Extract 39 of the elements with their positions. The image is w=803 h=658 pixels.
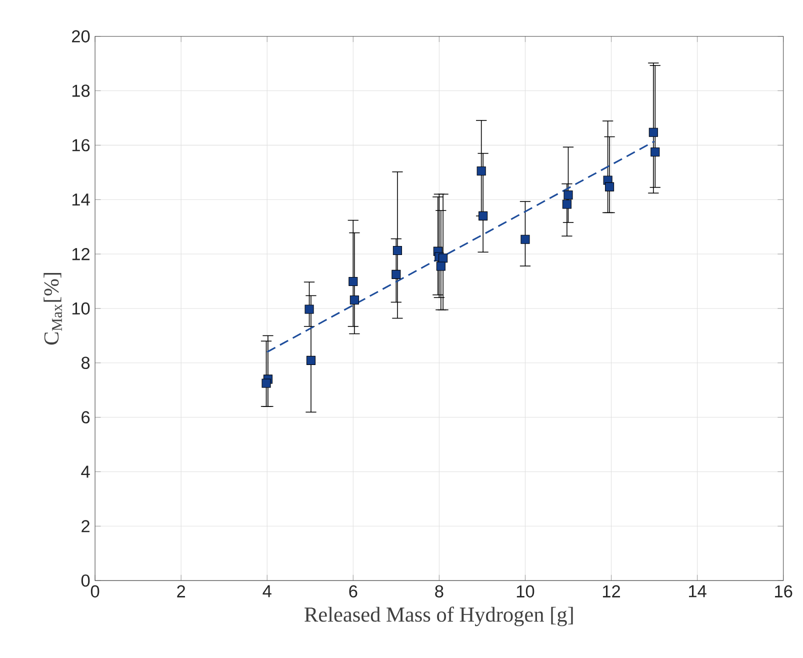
y-tick-label: 4 xyxy=(81,466,90,478)
point xyxy=(262,378,271,388)
point xyxy=(564,190,573,200)
point xyxy=(605,182,614,192)
point xyxy=(648,128,658,138)
x-axis-title: Released Mass of Hydrogen [g] xyxy=(304,606,573,626)
x-tick-label: 12 xyxy=(602,585,620,598)
point xyxy=(478,212,488,221)
y-tick-label: 0 xyxy=(81,574,90,587)
point xyxy=(392,270,401,280)
point xyxy=(306,356,316,366)
point xyxy=(304,304,314,314)
y-tick-label: 18 xyxy=(72,84,90,98)
point xyxy=(348,277,358,286)
x-tick-label: 14 xyxy=(688,585,706,598)
point xyxy=(392,246,402,256)
y-tick-label: 6 xyxy=(82,411,90,424)
x-tick-label: 8 xyxy=(435,585,444,598)
y-tick-label: 16 xyxy=(72,139,90,152)
y-tick-label: 12 xyxy=(72,248,90,260)
y-tick-label: 8 xyxy=(81,356,90,370)
y-tick-label: 2 xyxy=(82,520,90,532)
point xyxy=(438,254,448,263)
point xyxy=(350,296,359,305)
y-tick-label: 20 xyxy=(72,30,90,43)
point xyxy=(520,235,530,244)
point xyxy=(650,148,660,157)
y-tick-label: 14 xyxy=(72,194,90,206)
point xyxy=(476,166,486,176)
y-axis-title: C$_{Max}$[%] xyxy=(44,273,62,345)
x-tick-label: 16 xyxy=(775,585,792,598)
x-tick-label: 4 xyxy=(262,585,272,598)
x-tick-label: 10 xyxy=(516,585,534,598)
point xyxy=(562,200,572,209)
x-tick-label: 6 xyxy=(349,585,358,598)
x-tick-label: 2 xyxy=(177,585,186,598)
y-tick-label: 10 xyxy=(72,302,90,315)
point xyxy=(436,262,446,271)
x-tick-label: 0 xyxy=(90,585,100,598)
